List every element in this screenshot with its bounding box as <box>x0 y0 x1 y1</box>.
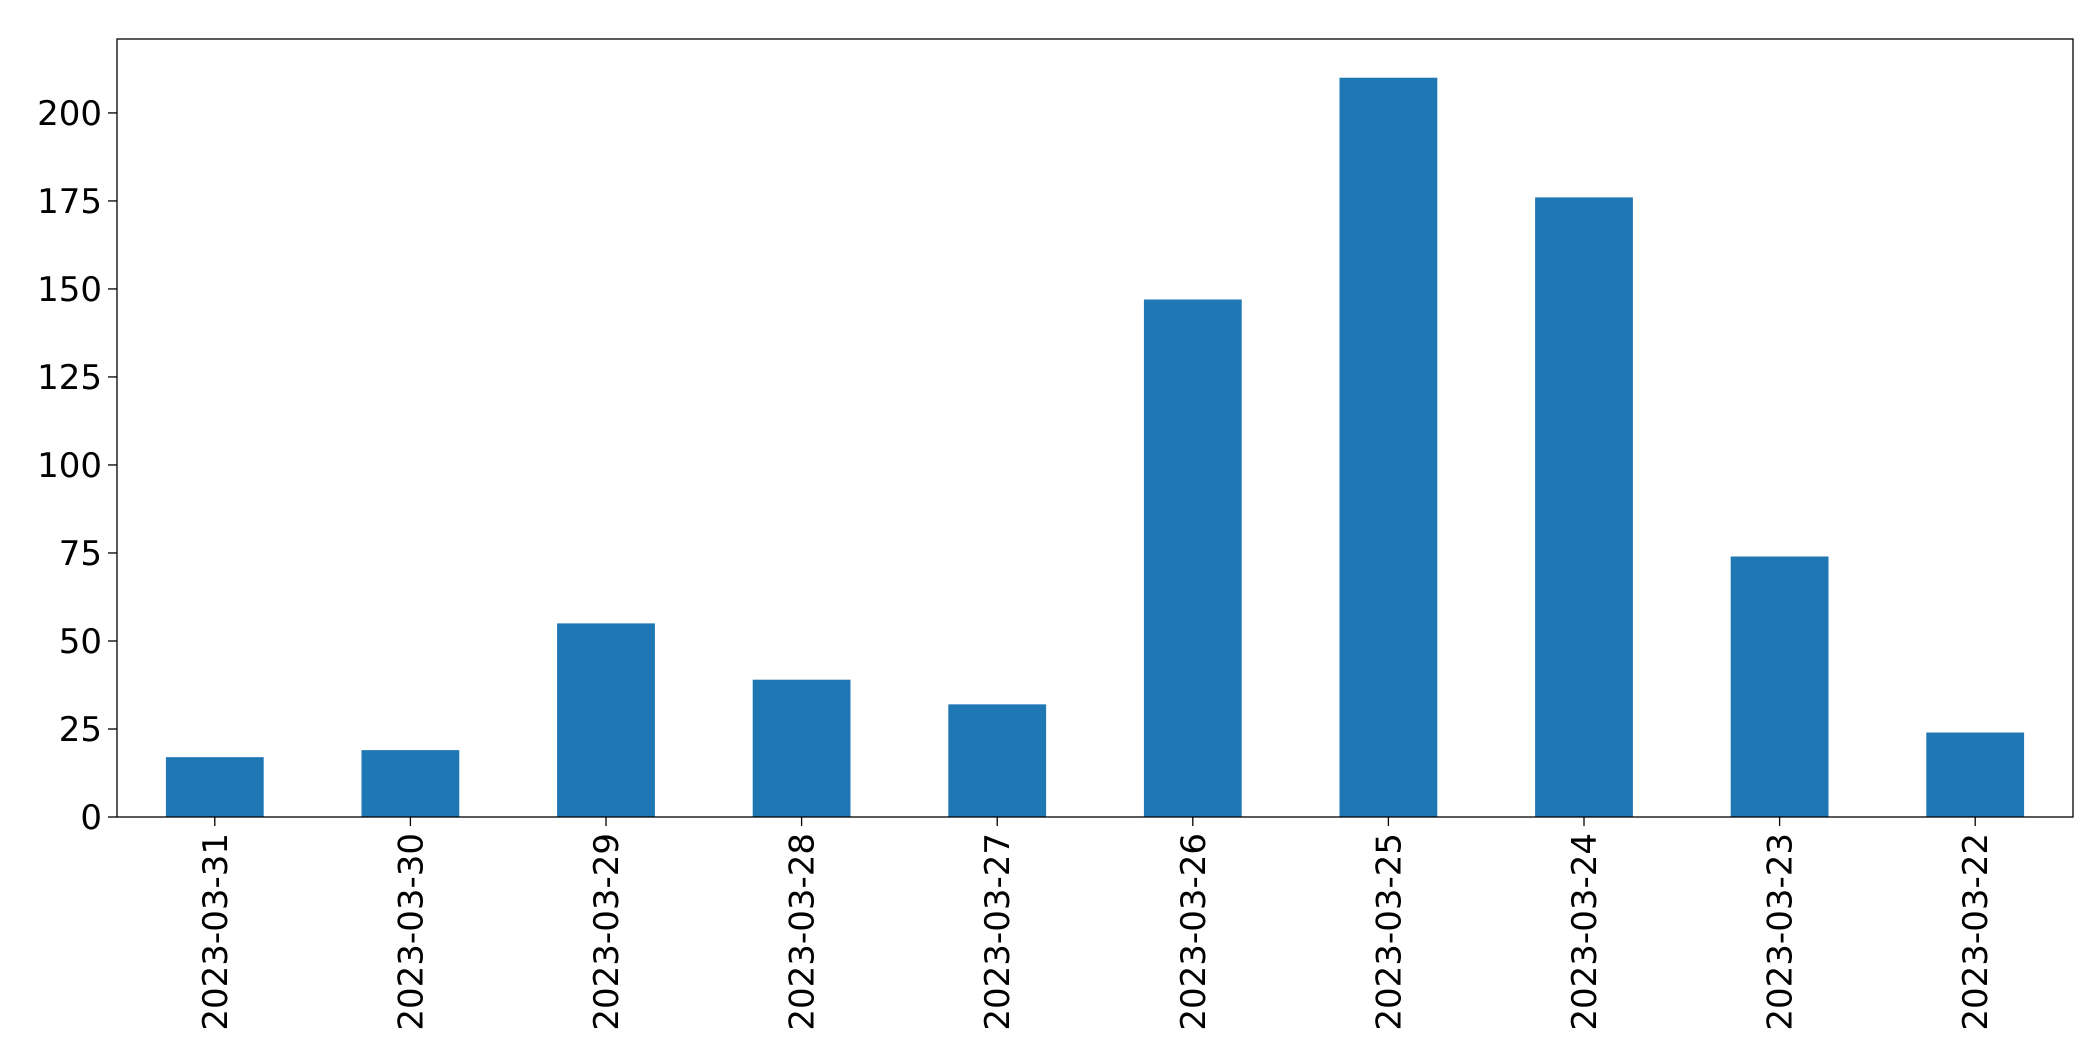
y-tick-label: 100 <box>37 446 102 486</box>
x-tick-label: 2023-03-29 <box>587 833 627 1031</box>
bar <box>948 704 1047 817</box>
bar <box>752 679 851 817</box>
y-tick-label: 150 <box>37 270 102 310</box>
x-tick-label: 2023-03-22 <box>1956 833 1996 1031</box>
x-tick-label: 2023-03-23 <box>1761 833 1801 1031</box>
y-tick-label: 175 <box>37 182 102 222</box>
x-tick-label: 2023-03-27 <box>978 833 1018 1031</box>
plot-frame <box>116 38 2074 818</box>
bar <box>165 757 264 817</box>
y-tick-label: 25 <box>59 710 102 750</box>
y-tick-label: 0 <box>80 798 102 838</box>
bar <box>1339 77 1438 817</box>
bar <box>557 623 655 817</box>
x-tick-label: 2023-03-28 <box>783 833 823 1031</box>
x-tick-label: 2023-03-31 <box>196 833 236 1031</box>
bar <box>1535 197 1633 818</box>
y-tick-label: 200 <box>37 94 102 134</box>
x-tick-label: 2023-03-30 <box>391 833 431 1031</box>
y-tick-label: 50 <box>59 622 102 662</box>
y-tick-label: 125 <box>37 358 102 398</box>
bar <box>1926 732 2025 817</box>
bar <box>361 750 460 817</box>
y-tick-label: 75 <box>59 534 102 574</box>
x-tick-label: 2023-03-26 <box>1174 833 1214 1031</box>
bar <box>1730 556 1829 817</box>
x-tick-label: 2023-03-24 <box>1565 833 1605 1031</box>
x-tick-label: 2023-03-25 <box>1369 833 1409 1031</box>
bar <box>1143 299 1242 817</box>
